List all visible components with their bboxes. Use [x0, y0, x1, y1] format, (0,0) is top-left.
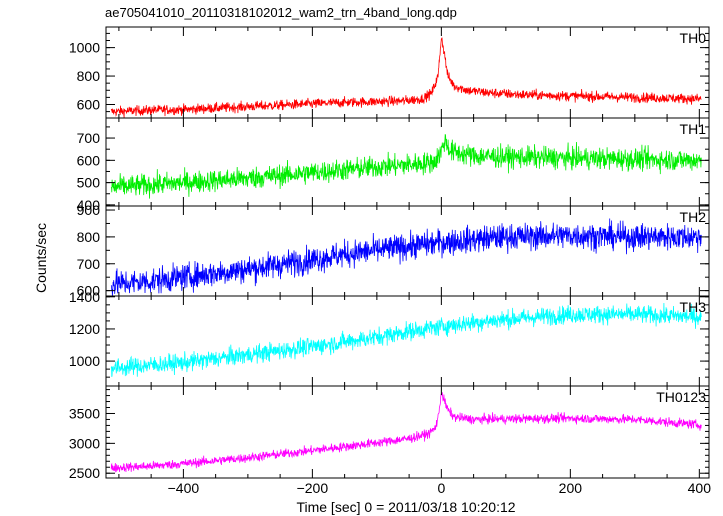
y-tick-label: 700: [77, 256, 101, 272]
y-tick-label: 3000: [69, 435, 100, 451]
y-tick-label: 2500: [69, 465, 100, 481]
series-line-th0123: [110, 392, 702, 473]
y-tick-label: 1400: [69, 289, 100, 305]
y-tick-label: 1000: [69, 353, 100, 369]
y-tick-label: 1000: [69, 40, 100, 56]
panel-frame-th0: [105, 26, 710, 119]
y-tick-label: 600: [77, 283, 101, 299]
panel-label-th0123: TH0123: [656, 389, 706, 405]
y-tick-label: 800: [77, 68, 101, 84]
y-tick-label: 1200: [69, 321, 100, 337]
panels-group: 600 800 1000 TH0 400 500 600 700 TH1 600 700 800 900…: [69, 26, 712, 496]
series-line-th1: [110, 134, 702, 199]
y-tick-label: 900: [77, 202, 101, 218]
x-tick-label: 0: [437, 480, 445, 496]
panel-label-th2: TH2: [680, 209, 707, 225]
series-line-th2: [110, 218, 702, 297]
x-tick-label: −200: [297, 480, 329, 496]
panel-label-th1: TH1: [680, 121, 707, 137]
y-axis-label: Counts/sec: [33, 223, 49, 293]
y-tick-label: 3500: [69, 405, 100, 421]
y-tick-label: 800: [77, 229, 101, 245]
y-tick-label: 400: [77, 197, 101, 213]
series-line-th3: [110, 302, 702, 377]
y-tick-label: 600: [77, 152, 101, 168]
panel-label-th3: TH3: [680, 299, 707, 315]
chart-title: ae705041010_20110318102012_wam2_trn_4ban…: [105, 5, 457, 20]
panel-frame-th0123: [105, 385, 710, 479]
x-tick-label: 400: [688, 480, 712, 496]
panel-label-th0: TH0: [680, 30, 707, 46]
x-tick-label: −400: [168, 480, 200, 496]
x-axis-label: Time [sec] 0 = 2011/03/18 10:20:12: [296, 499, 515, 515]
series-line-th0: [110, 37, 702, 118]
y-tick-label: 700: [77, 130, 101, 146]
y-tick-label: 600: [77, 96, 101, 112]
x-tick-label: 200: [559, 480, 583, 496]
y-tick-label: 500: [77, 175, 101, 191]
